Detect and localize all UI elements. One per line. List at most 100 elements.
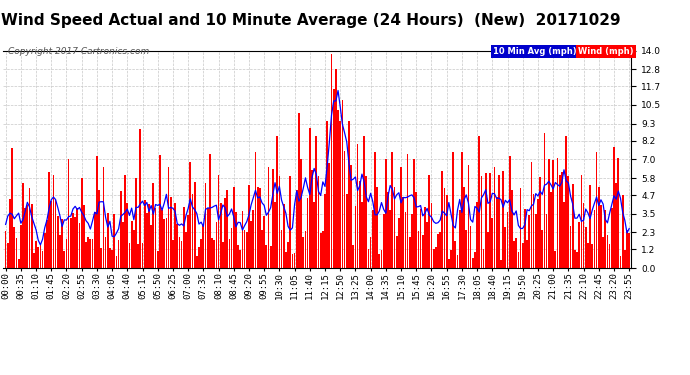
Bar xyxy=(578,222,580,268)
Bar xyxy=(524,209,526,268)
Bar xyxy=(487,232,489,268)
Bar xyxy=(135,177,137,268)
Bar xyxy=(394,187,395,268)
Bar xyxy=(378,254,380,268)
Bar xyxy=(468,165,469,268)
Bar xyxy=(385,159,386,268)
Bar xyxy=(398,217,400,268)
Bar xyxy=(230,228,233,268)
Bar xyxy=(511,190,513,268)
Bar xyxy=(259,188,261,268)
Bar xyxy=(270,246,272,268)
Bar xyxy=(244,230,246,268)
Bar xyxy=(396,236,397,268)
Bar xyxy=(137,244,139,268)
Bar xyxy=(417,231,420,268)
Bar xyxy=(585,227,586,268)
Bar xyxy=(500,260,502,268)
Bar xyxy=(485,173,486,268)
Bar xyxy=(292,254,293,268)
Bar xyxy=(546,214,547,268)
Bar xyxy=(141,243,144,268)
Bar xyxy=(381,250,382,268)
Bar xyxy=(357,144,359,268)
Bar xyxy=(389,210,391,268)
Bar xyxy=(311,170,313,268)
Bar xyxy=(415,192,417,268)
Bar xyxy=(148,204,150,268)
Bar xyxy=(88,237,89,268)
Bar xyxy=(213,240,215,268)
Bar xyxy=(253,210,254,268)
Bar xyxy=(302,237,304,268)
Bar xyxy=(107,213,108,268)
Bar xyxy=(166,217,167,268)
Bar xyxy=(185,231,187,268)
Bar xyxy=(224,198,226,268)
Bar xyxy=(615,183,617,268)
Bar xyxy=(44,232,46,268)
Bar xyxy=(194,183,195,268)
Bar xyxy=(611,207,613,268)
Bar xyxy=(440,232,441,268)
Bar xyxy=(202,225,204,268)
Bar xyxy=(131,220,132,268)
Bar xyxy=(587,243,589,268)
Bar xyxy=(448,259,450,268)
Bar xyxy=(139,129,141,268)
Bar xyxy=(400,167,402,268)
Bar xyxy=(435,247,437,268)
Bar xyxy=(431,203,433,268)
Bar xyxy=(455,242,456,268)
Bar xyxy=(133,230,135,268)
Bar xyxy=(342,100,343,268)
Bar xyxy=(187,215,189,268)
Bar xyxy=(620,256,622,268)
Bar xyxy=(402,198,404,268)
Bar xyxy=(374,152,376,268)
Bar xyxy=(533,194,535,268)
Bar xyxy=(346,194,348,268)
Bar xyxy=(272,169,274,268)
Bar xyxy=(81,178,83,268)
Bar xyxy=(205,183,206,268)
Bar xyxy=(152,183,155,268)
Bar xyxy=(304,231,306,268)
Bar xyxy=(593,210,595,268)
Bar xyxy=(75,217,76,268)
Bar xyxy=(322,231,324,268)
Bar xyxy=(46,220,48,268)
Bar xyxy=(33,253,34,268)
Bar xyxy=(198,247,200,268)
Bar xyxy=(298,113,299,268)
Bar xyxy=(609,244,611,268)
Bar xyxy=(113,214,115,268)
Bar xyxy=(220,203,221,268)
Bar xyxy=(159,155,161,268)
Bar xyxy=(565,136,567,268)
Bar xyxy=(90,239,91,268)
Bar xyxy=(120,191,121,268)
Bar xyxy=(200,239,202,268)
Bar xyxy=(103,167,104,268)
Bar xyxy=(122,222,124,268)
Bar xyxy=(589,185,591,268)
Bar xyxy=(26,205,28,268)
Bar xyxy=(351,165,352,268)
Bar xyxy=(353,245,354,268)
Bar xyxy=(618,158,619,268)
Bar xyxy=(446,195,448,268)
Bar xyxy=(248,185,250,268)
Bar xyxy=(424,207,426,268)
Bar xyxy=(406,154,408,268)
Bar xyxy=(624,251,626,268)
Bar xyxy=(622,195,624,268)
Bar xyxy=(548,159,550,268)
Bar xyxy=(111,250,113,268)
Bar xyxy=(626,230,628,268)
Bar xyxy=(168,167,170,268)
Bar xyxy=(433,249,435,268)
Bar xyxy=(237,245,239,268)
Bar xyxy=(289,176,291,268)
Bar xyxy=(22,183,24,268)
